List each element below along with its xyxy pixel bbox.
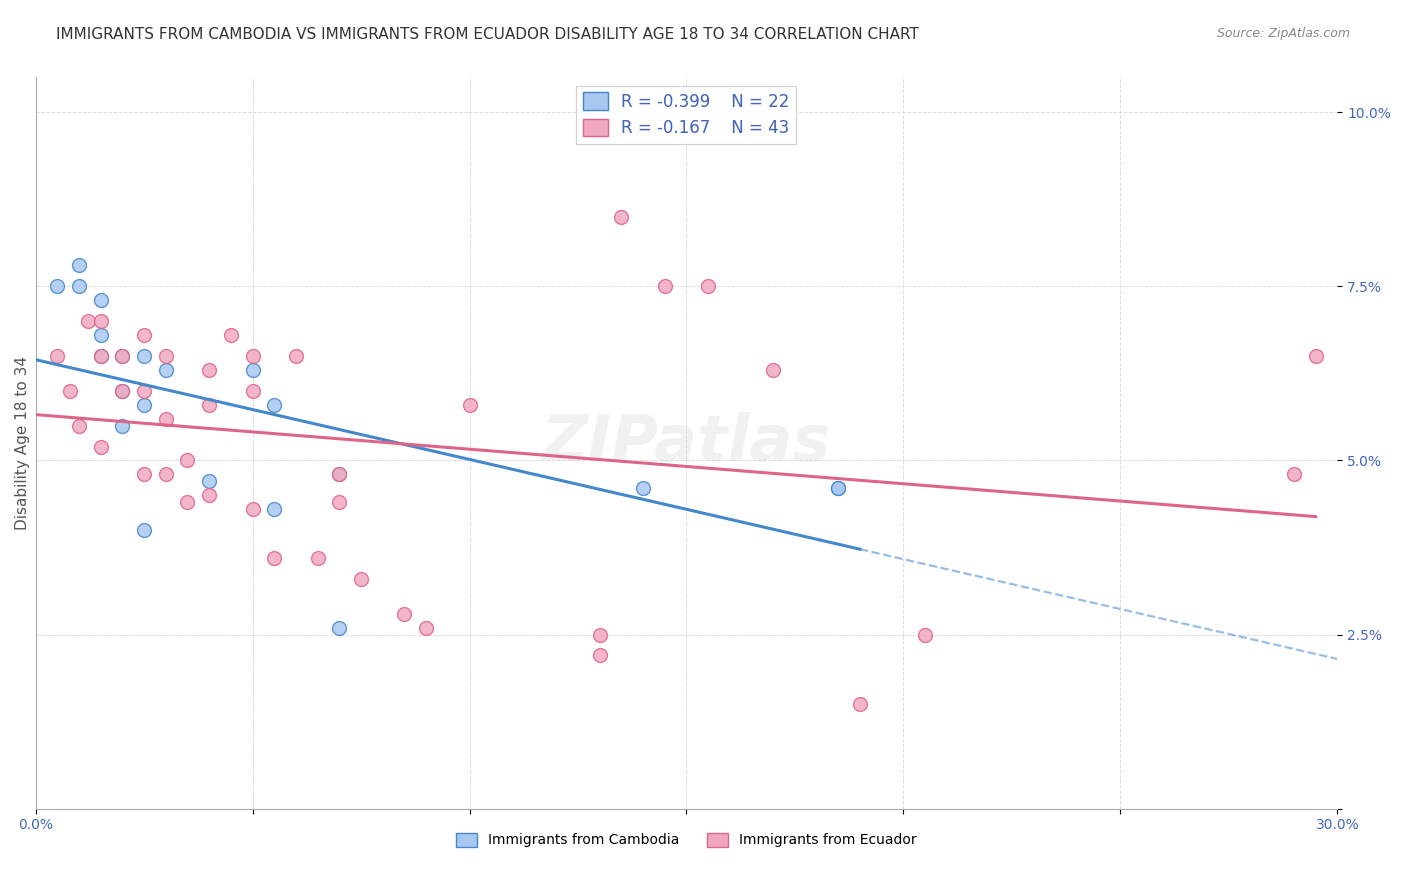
Text: ZIPatlas: ZIPatlas	[541, 412, 831, 474]
Point	[242, 349, 264, 363]
Point	[132, 467, 155, 482]
Point	[90, 349, 112, 363]
Point	[67, 259, 90, 273]
Point	[198, 475, 221, 489]
Point	[589, 648, 612, 663]
Point	[328, 621, 350, 635]
Point	[76, 314, 98, 328]
Text: IMMIGRANTS FROM CAMBODIA VS IMMIGRANTS FROM ECUADOR DISABILITY AGE 18 TO 34 CORR: IMMIGRANTS FROM CAMBODIA VS IMMIGRANTS F…	[56, 27, 920, 42]
Point	[328, 467, 350, 482]
Point	[176, 453, 198, 467]
Point	[132, 398, 155, 412]
Point	[263, 551, 285, 566]
Point	[827, 481, 849, 495]
Y-axis label: Disability Age 18 to 34: Disability Age 18 to 34	[15, 356, 30, 530]
Point	[394, 607, 416, 621]
Point	[242, 502, 264, 516]
Point	[198, 398, 221, 412]
Point	[219, 328, 242, 343]
Point	[263, 398, 285, 412]
Point	[610, 210, 633, 224]
Point	[827, 481, 849, 495]
Point	[631, 481, 654, 495]
Point	[589, 627, 612, 641]
Point	[111, 349, 134, 363]
Point	[284, 349, 307, 363]
Legend: R = -0.399    N = 22, R = -0.167    N = 43: R = -0.399 N = 22, R = -0.167 N = 43	[576, 86, 797, 144]
Point	[198, 363, 221, 377]
Point	[67, 418, 90, 433]
Point	[176, 495, 198, 509]
Point	[697, 279, 720, 293]
Text: Source: ZipAtlas.com: Source: ZipAtlas.com	[1216, 27, 1350, 40]
Point	[1282, 467, 1305, 482]
Point	[90, 328, 112, 343]
Point	[46, 349, 69, 363]
Point	[458, 398, 481, 412]
Point	[111, 384, 134, 398]
Point	[46, 279, 69, 293]
Point	[263, 502, 285, 516]
Point	[762, 363, 785, 377]
Point	[59, 384, 82, 398]
Point	[132, 328, 155, 343]
Point	[849, 697, 872, 711]
Point	[132, 523, 155, 537]
Point	[155, 467, 177, 482]
Point	[654, 279, 676, 293]
Point	[307, 551, 329, 566]
Point	[67, 279, 90, 293]
Point	[132, 349, 155, 363]
Point	[198, 488, 221, 502]
Point	[242, 363, 264, 377]
Point	[155, 349, 177, 363]
Point	[132, 384, 155, 398]
Point	[90, 293, 112, 308]
Point	[242, 384, 264, 398]
Point	[90, 440, 112, 454]
Point	[914, 627, 936, 641]
Point	[111, 418, 134, 433]
Point	[90, 349, 112, 363]
Point	[1305, 349, 1327, 363]
Point	[90, 314, 112, 328]
Point	[111, 384, 134, 398]
Point	[415, 621, 437, 635]
Point	[111, 349, 134, 363]
Point	[155, 411, 177, 425]
Point	[155, 363, 177, 377]
Point	[328, 495, 350, 509]
Point	[350, 572, 373, 586]
Point	[328, 467, 350, 482]
